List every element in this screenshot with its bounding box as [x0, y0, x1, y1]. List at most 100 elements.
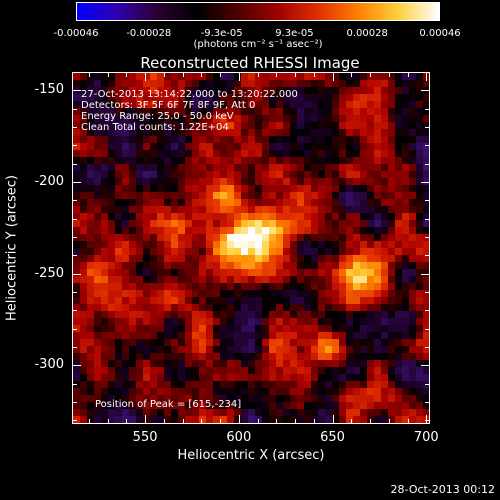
annotation-energy-range: Energy Range: 25.0 - 50.0 keV: [81, 111, 234, 122]
y-minor-tick-mark: [73, 108, 77, 110]
colorbar-tick-label: 0.00028: [346, 28, 388, 39]
x-minor-tick-mark: [351, 419, 353, 423]
y-minor-tick-mark: [425, 292, 429, 293]
x-minor-tick-mark: [88, 419, 90, 423]
x-tick-label: 550: [132, 430, 158, 445]
colorbar-tick-label: 0.00046: [419, 28, 461, 39]
y-minor-tick-mark: [425, 72, 429, 73]
y-minor-tick-mark: [425, 328, 429, 330]
y-minor-tick-mark: [73, 292, 77, 293]
y-minor-tick-mark: [73, 328, 77, 330]
colorbar-unit-label: (photons cm⁻² s⁻¹ asec⁻²): [193, 39, 323, 50]
colorbar-tick-label: -0.00028: [126, 28, 172, 39]
x-minor-tick-mark: [201, 419, 203, 423]
y-minor-tick-mark: [73, 347, 77, 348]
x-axis-label: Heliocentric X (arcsec): [177, 448, 325, 463]
heatmap-image: [73, 73, 429, 423]
x-minor-tick-mark: [257, 419, 259, 423]
x-minor-tick-mark: [201, 73, 203, 77]
x-tick-label: 700: [413, 430, 439, 445]
y-tick-mark: [421, 365, 429, 367]
y-minor-tick-mark: [73, 383, 77, 385]
y-minor-tick-mark: [73, 127, 77, 128]
y-minor-tick-mark: [73, 237, 77, 238]
plot-area: 27-Oct-2013 13:14:22.000 to 13:20:22.000…: [72, 72, 430, 424]
y-minor-tick-mark: [425, 108, 429, 110]
y-minor-tick-mark: [425, 402, 429, 403]
x-minor-tick-mark: [257, 73, 259, 77]
y-minor-tick-mark: [73, 200, 77, 202]
chart-title: Reconstructed RHESSI Image: [140, 54, 360, 72]
y-tick-label: -200: [34, 174, 64, 189]
y-axis-label: Heliocentric Y (arcsec): [4, 175, 20, 321]
x-minor-tick-mark: [220, 419, 222, 423]
x-minor-tick-mark: [182, 419, 184, 423]
y-minor-tick-mark: [425, 127, 429, 128]
x-minor-tick-mark: [370, 419, 372, 423]
x-tick-mark: [238, 73, 240, 81]
x-minor-tick-mark: [351, 73, 353, 77]
x-tick-mark: [332, 415, 334, 423]
y-minor-tick-mark: [73, 402, 77, 403]
x-minor-tick-mark: [388, 419, 390, 423]
x-minor-tick-mark: [370, 73, 372, 77]
y-tick-mark: [421, 182, 429, 183]
y-tick-mark: [73, 273, 81, 275]
y-minor-tick-mark: [425, 200, 429, 202]
y-tick-mark: [73, 182, 81, 183]
y-minor-tick-mark: [425, 255, 429, 257]
x-tick-mark: [426, 415, 428, 423]
x-minor-tick-mark: [407, 419, 409, 423]
y-minor-tick-mark: [73, 218, 77, 220]
x-minor-tick-mark: [220, 73, 222, 77]
x-minor-tick-mark: [107, 73, 109, 77]
x-tick-mark: [145, 415, 147, 423]
y-minor-tick-mark: [73, 255, 77, 257]
y-tick-mark: [73, 365, 81, 367]
y-tick-label: -250: [34, 265, 64, 281]
x-tick-mark: [426, 73, 428, 81]
colorbar-tick-label: 9.3e-05: [275, 28, 314, 39]
y-tick-label: -300: [34, 357, 64, 373]
y-minor-tick-mark: [425, 383, 429, 385]
x-tick-mark: [238, 415, 240, 423]
y-minor-tick-mark: [425, 347, 429, 348]
x-minor-tick-mark: [276, 73, 278, 77]
y-minor-tick-mark: [73, 163, 77, 165]
y-minor-tick-mark: [73, 310, 77, 312]
x-minor-tick-mark: [126, 73, 128, 77]
y-minor-tick-mark: [73, 420, 77, 422]
x-minor-tick-mark: [163, 73, 165, 77]
colorbar: [76, 2, 440, 21]
footer-date: 28-Oct-2013 00:12: [390, 483, 495, 496]
x-tick-label: 650: [320, 430, 345, 445]
x-tick-mark: [332, 73, 334, 81]
y-minor-tick-mark: [73, 72, 77, 73]
y-tick-label: -150: [34, 82, 64, 98]
x-minor-tick-mark: [313, 73, 315, 77]
x-minor-tick-mark: [126, 419, 128, 423]
y-tick-mark: [73, 90, 81, 92]
x-minor-tick-mark: [295, 73, 297, 77]
annotation-detectors: Detectors: 3F 5F 6F 7F 8F 9F, Att 0: [81, 100, 256, 111]
x-minor-tick-mark: [407, 73, 409, 77]
x-minor-tick-mark: [107, 419, 109, 423]
annotation-total-counts: Clean Total counts: 1.22E+04: [81, 122, 229, 133]
y-minor-tick-mark: [425, 163, 429, 165]
x-minor-tick-mark: [313, 419, 315, 423]
y-tick-mark: [421, 273, 429, 275]
y-minor-tick-mark: [73, 145, 77, 147]
y-minor-tick-mark: [425, 145, 429, 147]
x-minor-tick-mark: [295, 419, 297, 423]
x-minor-tick-mark: [388, 73, 390, 77]
annotation-peak-position: Position of Peak = [615,-234]: [95, 399, 242, 410]
y-tick-mark: [421, 90, 429, 92]
x-minor-tick-mark: [88, 73, 90, 77]
x-tick-label: 600: [226, 430, 252, 445]
x-minor-tick-mark: [163, 419, 165, 423]
colorbar-tick-label: -9.3e-05: [200, 28, 243, 39]
x-tick-mark: [145, 73, 147, 81]
x-minor-tick-mark: [182, 73, 184, 77]
y-minor-tick-mark: [425, 310, 429, 312]
y-minor-tick-mark: [425, 237, 429, 238]
